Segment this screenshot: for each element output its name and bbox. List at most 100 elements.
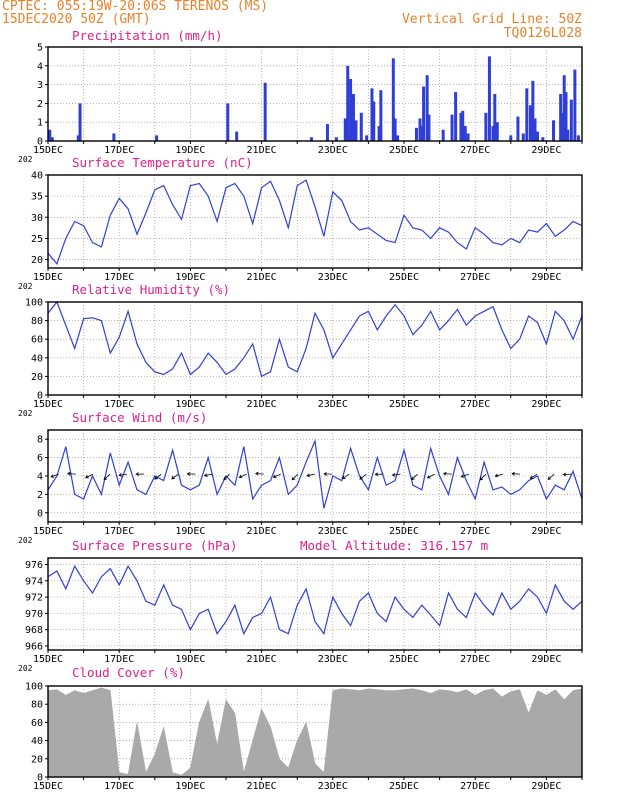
year-label: 202 bbox=[18, 664, 33, 673]
series-line bbox=[47, 179, 583, 265]
x-tick-label: 21DEC bbox=[247, 145, 277, 156]
y-tick-label: 40 bbox=[31, 353, 43, 364]
wind-arrow-head bbox=[272, 474, 277, 479]
x-tick-label: 19DEC bbox=[175, 272, 205, 283]
precip-bar bbox=[521, 133, 525, 141]
y-tick-label: 966 bbox=[25, 641, 43, 652]
precip-bar bbox=[441, 129, 445, 141]
y-tick-label: 60 bbox=[31, 335, 43, 346]
wind-arrow-head bbox=[203, 473, 208, 478]
year-label: 202 bbox=[18, 155, 33, 164]
y-tick-label: 100 bbox=[25, 682, 43, 693]
wind-arrow bbox=[204, 473, 213, 476]
y-tick-label: 974 bbox=[25, 576, 43, 587]
wind-arrow bbox=[392, 473, 401, 476]
wind-arrow bbox=[51, 473, 59, 478]
precip-bar bbox=[377, 125, 381, 141]
wind-arrow-head bbox=[494, 473, 499, 478]
precip-bar bbox=[393, 118, 397, 141]
panel-frame bbox=[47, 174, 583, 269]
x-tick-label: 23DEC bbox=[318, 781, 348, 792]
wind-arrow-head bbox=[154, 476, 158, 480]
wind-arrow-head bbox=[118, 473, 123, 477]
panel-0 bbox=[45, 46, 583, 144]
y-tick-label: 80 bbox=[31, 316, 43, 327]
precip-bar bbox=[491, 125, 495, 141]
precip-bar bbox=[495, 122, 499, 141]
precip-bar bbox=[564, 92, 568, 141]
wind-arrow-head bbox=[479, 476, 484, 481]
y-tick-label: 20 bbox=[31, 754, 43, 765]
wind-arrow-head bbox=[529, 475, 534, 479]
y-tick-label: 0 bbox=[37, 773, 43, 784]
x-tick-label: 19DEC bbox=[175, 526, 205, 537]
precip-bar bbox=[325, 124, 329, 141]
precip-bar bbox=[493, 94, 497, 141]
x-tick-label: 21DEC bbox=[247, 399, 277, 410]
x-tick-label: 23DEC bbox=[318, 272, 348, 283]
y-tick-label: 35 bbox=[31, 192, 43, 203]
x-tick-label: 17DEC bbox=[104, 654, 134, 665]
panel-frame bbox=[47, 557, 583, 651]
wind-arrow-head bbox=[186, 472, 191, 476]
x-tick-label: 17DEC bbox=[104, 526, 134, 537]
precip-bar bbox=[155, 135, 159, 141]
x-tick-label: 15DEC bbox=[33, 399, 63, 410]
year-label: 202 bbox=[18, 536, 33, 545]
y-tick-label: 60 bbox=[31, 718, 43, 729]
precip-bar bbox=[391, 58, 395, 141]
model-altitude: Model Altitude: 316.157 m bbox=[300, 538, 488, 553]
wind-arrow bbox=[239, 473, 247, 478]
precip-bar bbox=[454, 92, 458, 141]
panel-1 bbox=[45, 174, 583, 271]
precip-bar bbox=[516, 116, 520, 141]
wind-arrow bbox=[85, 473, 94, 479]
x-tick-label: 25DEC bbox=[389, 399, 419, 410]
precip-bar bbox=[365, 135, 369, 141]
precip-bar bbox=[509, 135, 513, 141]
precip-bar bbox=[528, 105, 532, 141]
x-tick-label: 27DEC bbox=[460, 145, 490, 156]
y-tick-label: 976 bbox=[25, 560, 43, 571]
wind-arrow-head bbox=[511, 471, 515, 476]
precip-bar bbox=[541, 137, 545, 141]
precip-bar bbox=[560, 112, 564, 141]
precip-bar bbox=[396, 135, 400, 141]
precip-bar bbox=[466, 133, 470, 141]
precip-bar bbox=[559, 94, 563, 141]
panel-title: Surface Temperature (nC) bbox=[72, 155, 253, 170]
precip-bar bbox=[354, 120, 358, 141]
panel-frame bbox=[47, 301, 583, 396]
precip-bar bbox=[359, 112, 363, 141]
panel-frame bbox=[47, 46, 583, 142]
precip-bar bbox=[309, 137, 313, 141]
precip-bar bbox=[263, 82, 267, 141]
wind-arrow bbox=[255, 473, 264, 475]
wind-arrow bbox=[411, 473, 418, 480]
y-tick-label: 20 bbox=[31, 372, 43, 383]
y-tick-label: 2 bbox=[37, 99, 43, 110]
wind-arrow bbox=[427, 473, 435, 479]
header-station: CPTEC: 055:19W-20:06S TERENOS (MS) bbox=[2, 0, 269, 14]
wind-arrow-head bbox=[50, 474, 55, 478]
x-tick-label: 29DEC bbox=[531, 272, 561, 283]
wind-arrow-head bbox=[359, 476, 364, 480]
x-tick-label: 19DEC bbox=[175, 781, 205, 792]
precip-bar bbox=[343, 118, 347, 141]
precip-bar bbox=[78, 103, 82, 141]
y-tick-label: 6 bbox=[37, 453, 43, 464]
series-line bbox=[47, 438, 583, 509]
precip-bar bbox=[334, 137, 338, 141]
y-tick-label: 968 bbox=[25, 625, 43, 636]
wind-arrow-head bbox=[547, 476, 552, 480]
panel-frame bbox=[47, 685, 583, 778]
wind-arrow-head bbox=[562, 472, 567, 477]
wind-arrow bbox=[530, 473, 538, 479]
panel-3 bbox=[45, 429, 583, 525]
x-tick-label: 29DEC bbox=[531, 526, 561, 537]
precip-bar bbox=[573, 69, 577, 141]
precip-bar bbox=[487, 56, 491, 141]
wind-arrow bbox=[119, 473, 128, 476]
x-tick-label: 27DEC bbox=[460, 781, 490, 792]
